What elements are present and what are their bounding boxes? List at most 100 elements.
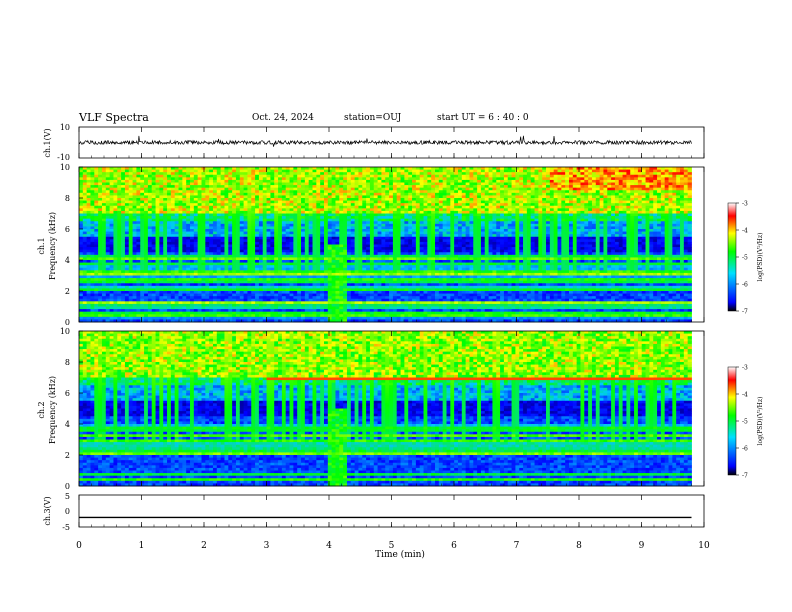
spectrogram-cell <box>378 185 382 188</box>
spectrogram-cell <box>148 265 152 268</box>
spectrogram-cell <box>290 312 294 315</box>
spectrogram-cell <box>305 296 309 299</box>
spectrogram-cell <box>198 252 202 255</box>
spectrogram-cell <box>274 175 278 178</box>
spectrogram-cell <box>389 309 393 312</box>
spectrogram-cell <box>305 312 309 315</box>
spectrogram-cell <box>117 216 121 219</box>
spectrogram-cell <box>370 281 374 284</box>
spectrogram-cell <box>236 226 240 229</box>
spectrogram-cell <box>98 219 102 222</box>
spectrogram-cell <box>251 221 255 224</box>
spectrogram-cell <box>106 276 110 279</box>
spectrogram-cell <box>309 183 313 186</box>
spectrogram-cell <box>313 291 317 294</box>
spectrogram-cell <box>328 270 332 273</box>
spectrogram-cell <box>247 237 251 240</box>
spectrogram-cell <box>240 206 244 209</box>
spectrogram-cell <box>247 314 251 317</box>
spectrogram-cell <box>179 260 183 263</box>
spectrogram-cell <box>83 281 87 284</box>
spectrogram-cell <box>140 286 144 289</box>
spectrogram-cell <box>194 221 198 224</box>
spectrogram-cell <box>190 206 194 209</box>
spectrogram-cell <box>224 263 228 266</box>
spectrogram-cell <box>228 229 232 232</box>
spectrogram-cell <box>351 255 355 258</box>
spectrogram-cell <box>259 224 263 227</box>
spectrogram-cell <box>374 195 378 198</box>
spectrogram-cell <box>232 281 236 284</box>
spectrogram-cell <box>313 281 317 284</box>
spectrogram-cell <box>343 237 347 240</box>
spectrogram-cell <box>335 208 339 211</box>
spectrogram-cell <box>381 247 385 250</box>
spectrogram-cell <box>374 183 378 186</box>
spectrogram-cell <box>190 296 194 299</box>
spectrogram-cell <box>217 242 221 245</box>
spectrogram-cell <box>247 180 251 183</box>
spectrogram-cell <box>129 294 133 297</box>
spectrogram-cell <box>351 224 355 227</box>
spectrogram-cell <box>209 301 213 304</box>
spectrogram-cell <box>202 260 206 263</box>
spectrogram-cell <box>332 270 336 273</box>
spectrogram-cell <box>202 170 206 173</box>
spectrogram-cell <box>87 206 91 209</box>
spectrogram-cell <box>224 237 228 240</box>
spectrogram-cell <box>90 242 94 245</box>
spectrogram-cell <box>217 281 221 284</box>
spectrogram-cell <box>148 185 152 188</box>
spectrogram-cell <box>267 224 271 227</box>
spectrogram-cell <box>339 180 343 183</box>
spectrogram-cell <box>324 203 328 206</box>
spectrogram-cell <box>167 299 171 302</box>
spectrogram-cell <box>83 237 87 240</box>
spectrogram-cell <box>244 232 248 235</box>
spectrogram-cell <box>366 265 370 268</box>
spectrogram-cell <box>182 309 186 312</box>
spectrogram-cell <box>293 294 297 297</box>
spectrogram-cell <box>286 237 290 240</box>
spectrogram-cell <box>102 299 106 302</box>
spectrogram-cell <box>83 309 87 312</box>
spectrogram-cell <box>274 265 278 268</box>
spectrogram-cell <box>117 250 121 253</box>
spectrogram-cell <box>209 276 213 279</box>
spectrogram-cell <box>148 190 152 193</box>
spectrogram-cell <box>335 299 339 302</box>
spectrogram-cell <box>171 214 175 217</box>
spectrogram-cell <box>198 257 202 260</box>
spectrogram-cell <box>240 185 244 188</box>
spectrogram-cell <box>221 226 225 229</box>
spectrogram-cell <box>351 294 355 297</box>
spectrogram-cell <box>167 224 171 227</box>
spectrogram-cell <box>309 177 313 180</box>
spectrogram-cell <box>117 188 121 191</box>
spectrogram-cell <box>228 299 232 302</box>
spectrogram-cell <box>282 190 286 193</box>
spectrogram-cell <box>351 208 355 211</box>
spectrogram-cell <box>297 296 301 299</box>
spectrogram-cell <box>152 270 156 273</box>
spectrogram-cell <box>217 211 221 214</box>
spectrogram-cell <box>198 175 202 178</box>
spectrogram-cell <box>117 291 121 294</box>
spectrogram-cell <box>133 301 137 304</box>
spectrogram-cell <box>293 270 297 273</box>
spectrogram-cell <box>171 296 175 299</box>
spectrogram-cell <box>351 206 355 209</box>
spectrogram-cell <box>358 237 362 240</box>
spectrogram-cell <box>83 221 87 224</box>
spectrogram-cell <box>335 203 339 206</box>
spectrogram-cell <box>136 276 140 279</box>
spectrogram-cell <box>358 301 362 304</box>
spectrogram-cell <box>378 283 382 286</box>
spectrogram-cell <box>358 234 362 237</box>
spectrogram-cell <box>133 283 137 286</box>
spectrogram-cell <box>202 185 206 188</box>
spectrogram-cell <box>94 198 98 201</box>
spectrogram-cell <box>351 307 355 310</box>
spectrogram-cell <box>152 229 156 232</box>
spectrogram-cell <box>113 294 117 297</box>
